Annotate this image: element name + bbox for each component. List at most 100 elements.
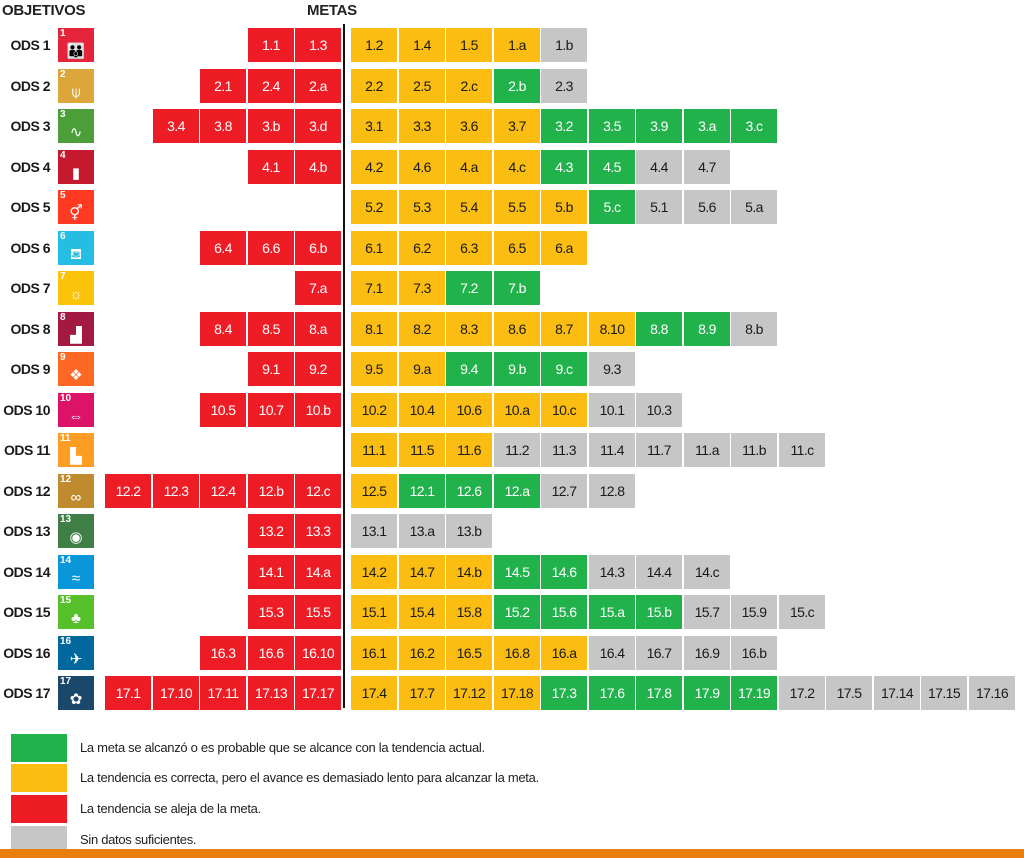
meta-9-5: 9.5: [351, 352, 397, 386]
sdg-icon-number: 5: [60, 190, 66, 201]
legend-label-gray: Sin datos suficientes.: [80, 832, 197, 847]
people-icon-glyph: 👪: [66, 43, 86, 60]
meta-7-1: 7.1: [351, 271, 397, 305]
meta-16-3: 16.3: [200, 636, 246, 670]
meta-2-2: 2.2: [351, 69, 397, 103]
meta-9-3: 9.3: [589, 352, 635, 386]
meta-2-a: 2.a: [295, 69, 341, 103]
water-drop-icon: 6 ⛾: [58, 231, 94, 265]
meta-12-4: 12.4: [200, 474, 246, 508]
meta-16-6: 16.6: [248, 636, 294, 670]
bottom-bar: [0, 849, 1024, 858]
water-drop-icon-glyph: ⛾: [69, 246, 83, 263]
meta-17-13: 17.13: [248, 676, 294, 710]
meta-7-a: 7.a: [295, 271, 341, 305]
ods-label-14: ODS 14: [3, 564, 50, 580]
meta-1-1: 1.1: [248, 28, 294, 62]
meta-13-3: 13.3: [295, 514, 341, 548]
meta-14-4: 14.4: [636, 555, 682, 589]
meta-13-1: 13.1: [351, 514, 397, 548]
meta-11-7: 11.7: [636, 433, 682, 467]
meta-15-1: 15.1: [351, 595, 397, 629]
meta-11-b: 11.b: [731, 433, 777, 467]
heartbeat-icon-glyph: ∿: [69, 124, 83, 141]
ods-label-15: ODS 15: [3, 604, 50, 620]
meta-17-3: 17.3: [541, 676, 587, 710]
meta-9-c: 9.c: [541, 352, 587, 386]
meta-17-15: 17.15: [921, 676, 967, 710]
meta-15-c: 15.c: [779, 595, 825, 629]
eye-globe-icon-glyph: ◉: [69, 529, 83, 546]
meta-14-3: 14.3: [589, 555, 635, 589]
meta-5-a: 5.a: [731, 190, 777, 224]
meta-5-5: 5.5: [494, 190, 540, 224]
sdg-icon-number: 16: [60, 636, 72, 647]
meta-16-8: 16.8: [494, 636, 540, 670]
meta-1-2: 1.2: [351, 28, 397, 62]
meta-5-b: 5.b: [541, 190, 587, 224]
bowl-icon: 2 ⍦: [58, 69, 94, 103]
meta-8-8: 8.8: [636, 312, 682, 346]
meta-14-a: 14.a: [295, 555, 341, 589]
meta-8-5: 8.5: [248, 312, 294, 346]
meta-17-9: 17.9: [684, 676, 730, 710]
ods-label-17: ODS 17: [3, 685, 50, 701]
bowl-icon-glyph: ⍦: [71, 84, 81, 101]
meta-10-4: 10.4: [399, 393, 445, 427]
meta-17-10: 17.10: [153, 676, 199, 710]
meta-3-6: 3.6: [446, 109, 492, 143]
meta-1-a: 1.a: [494, 28, 540, 62]
ods-label-13: ODS 13: [3, 523, 50, 539]
city-icon: 11 ▙: [58, 433, 94, 467]
sun-icon-glyph: ☼: [69, 286, 83, 303]
sdg-icon-number: 8: [60, 312, 66, 323]
meta-15-9: 15.9: [731, 595, 777, 629]
infinity-icon-glyph: ∞: [70, 489, 82, 506]
meta-5-1: 5.1: [636, 190, 682, 224]
meta-8-7: 8.7: [541, 312, 587, 346]
meta-8-2: 8.2: [399, 312, 445, 346]
meta-15-8: 15.8: [446, 595, 492, 629]
meta-17-11: 17.11: [200, 676, 246, 710]
meta-6-a: 6.a: [541, 231, 587, 265]
meta-10-c: 10.c: [541, 393, 587, 427]
meta-9-b: 9.b: [494, 352, 540, 386]
meta-10-5: 10.5: [200, 393, 246, 427]
center-divider: [343, 24, 345, 708]
meta-4-6: 4.6: [399, 150, 445, 184]
meta-8-1: 8.1: [351, 312, 397, 346]
meta-17-14: 17.14: [874, 676, 920, 710]
fish-icon-glyph: ≈: [71, 570, 81, 587]
meta-9-4: 9.4: [446, 352, 492, 386]
ods-label-5: ODS 5: [10, 199, 50, 215]
ods-label-1: ODS 1: [10, 37, 50, 53]
meta-14-c: 14.c: [684, 555, 730, 589]
meta-17-7: 17.7: [399, 676, 445, 710]
meta-9-1: 9.1: [248, 352, 294, 386]
meta-17-6: 17.6: [589, 676, 635, 710]
sdg-icon-number: 9: [60, 352, 66, 363]
meta-6-1: 6.1: [351, 231, 397, 265]
meta-13-2: 13.2: [248, 514, 294, 548]
cubes-icon: 9 ❖: [58, 352, 94, 386]
eye-globe-icon: 13 ◉: [58, 514, 94, 548]
meta-14-2: 14.2: [351, 555, 397, 589]
sdg-icon-number: 15: [60, 595, 72, 606]
meta-16-4: 16.4: [589, 636, 635, 670]
meta-17-8: 17.8: [636, 676, 682, 710]
meta-14-1: 14.1: [248, 555, 294, 589]
meta-5-6: 5.6: [684, 190, 730, 224]
cubes-icon-glyph: ❖: [69, 367, 83, 384]
sdg-icon-number: 1: [60, 28, 66, 39]
growth-chart-icon: 8 ▟: [58, 312, 94, 346]
meta-10-b: 10.b: [295, 393, 341, 427]
meta-6-4: 6.4: [200, 231, 246, 265]
meta-16-9: 16.9: [684, 636, 730, 670]
gender-icon: 5 ⚥: [58, 190, 94, 224]
meta-15-2: 15.2: [494, 595, 540, 629]
meta-2-4: 2.4: [248, 69, 294, 103]
meta-17-4: 17.4: [351, 676, 397, 710]
people-icon: 1 👪: [58, 28, 94, 62]
meta-3-8: 3.8: [200, 109, 246, 143]
meta-14-5: 14.5: [494, 555, 540, 589]
